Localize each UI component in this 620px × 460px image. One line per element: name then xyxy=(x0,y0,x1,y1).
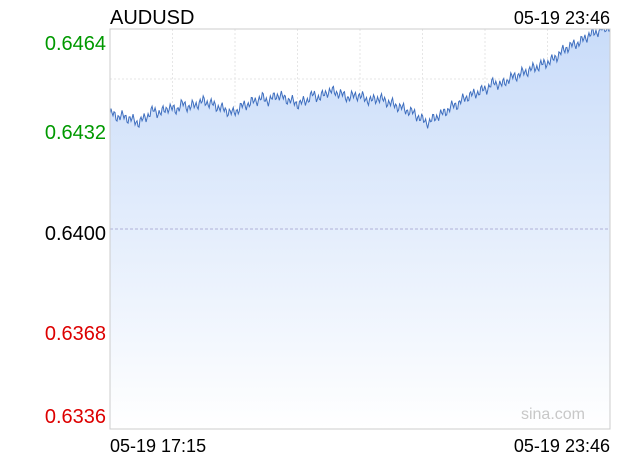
plot-frame xyxy=(109,28,611,430)
y-tick-label: 0.6400 xyxy=(45,223,106,245)
chart-title: AUDUSD xyxy=(110,7,194,29)
y-tick-label: 0.6464 xyxy=(45,33,106,55)
y-tick-label: 0.6336 xyxy=(45,406,106,428)
sina-watermark: sina.com xyxy=(521,406,585,423)
y-axis-labels: 0.6464 0.6432 0.6400 0.6368 0.6336 xyxy=(45,33,106,428)
header-timestamp: 05-19 23:46 xyxy=(514,8,610,28)
x-tick-label: 05-19 23:46 xyxy=(514,436,610,456)
y-tick-label: 0.6368 xyxy=(45,323,106,345)
x-tick-label: 05-19 17:15 xyxy=(110,436,206,456)
price-line xyxy=(109,28,611,129)
x-axis-labels: 05-19 17:15 05-19 23:46 xyxy=(110,436,610,456)
y-tick-label: 0.6432 xyxy=(45,122,106,144)
